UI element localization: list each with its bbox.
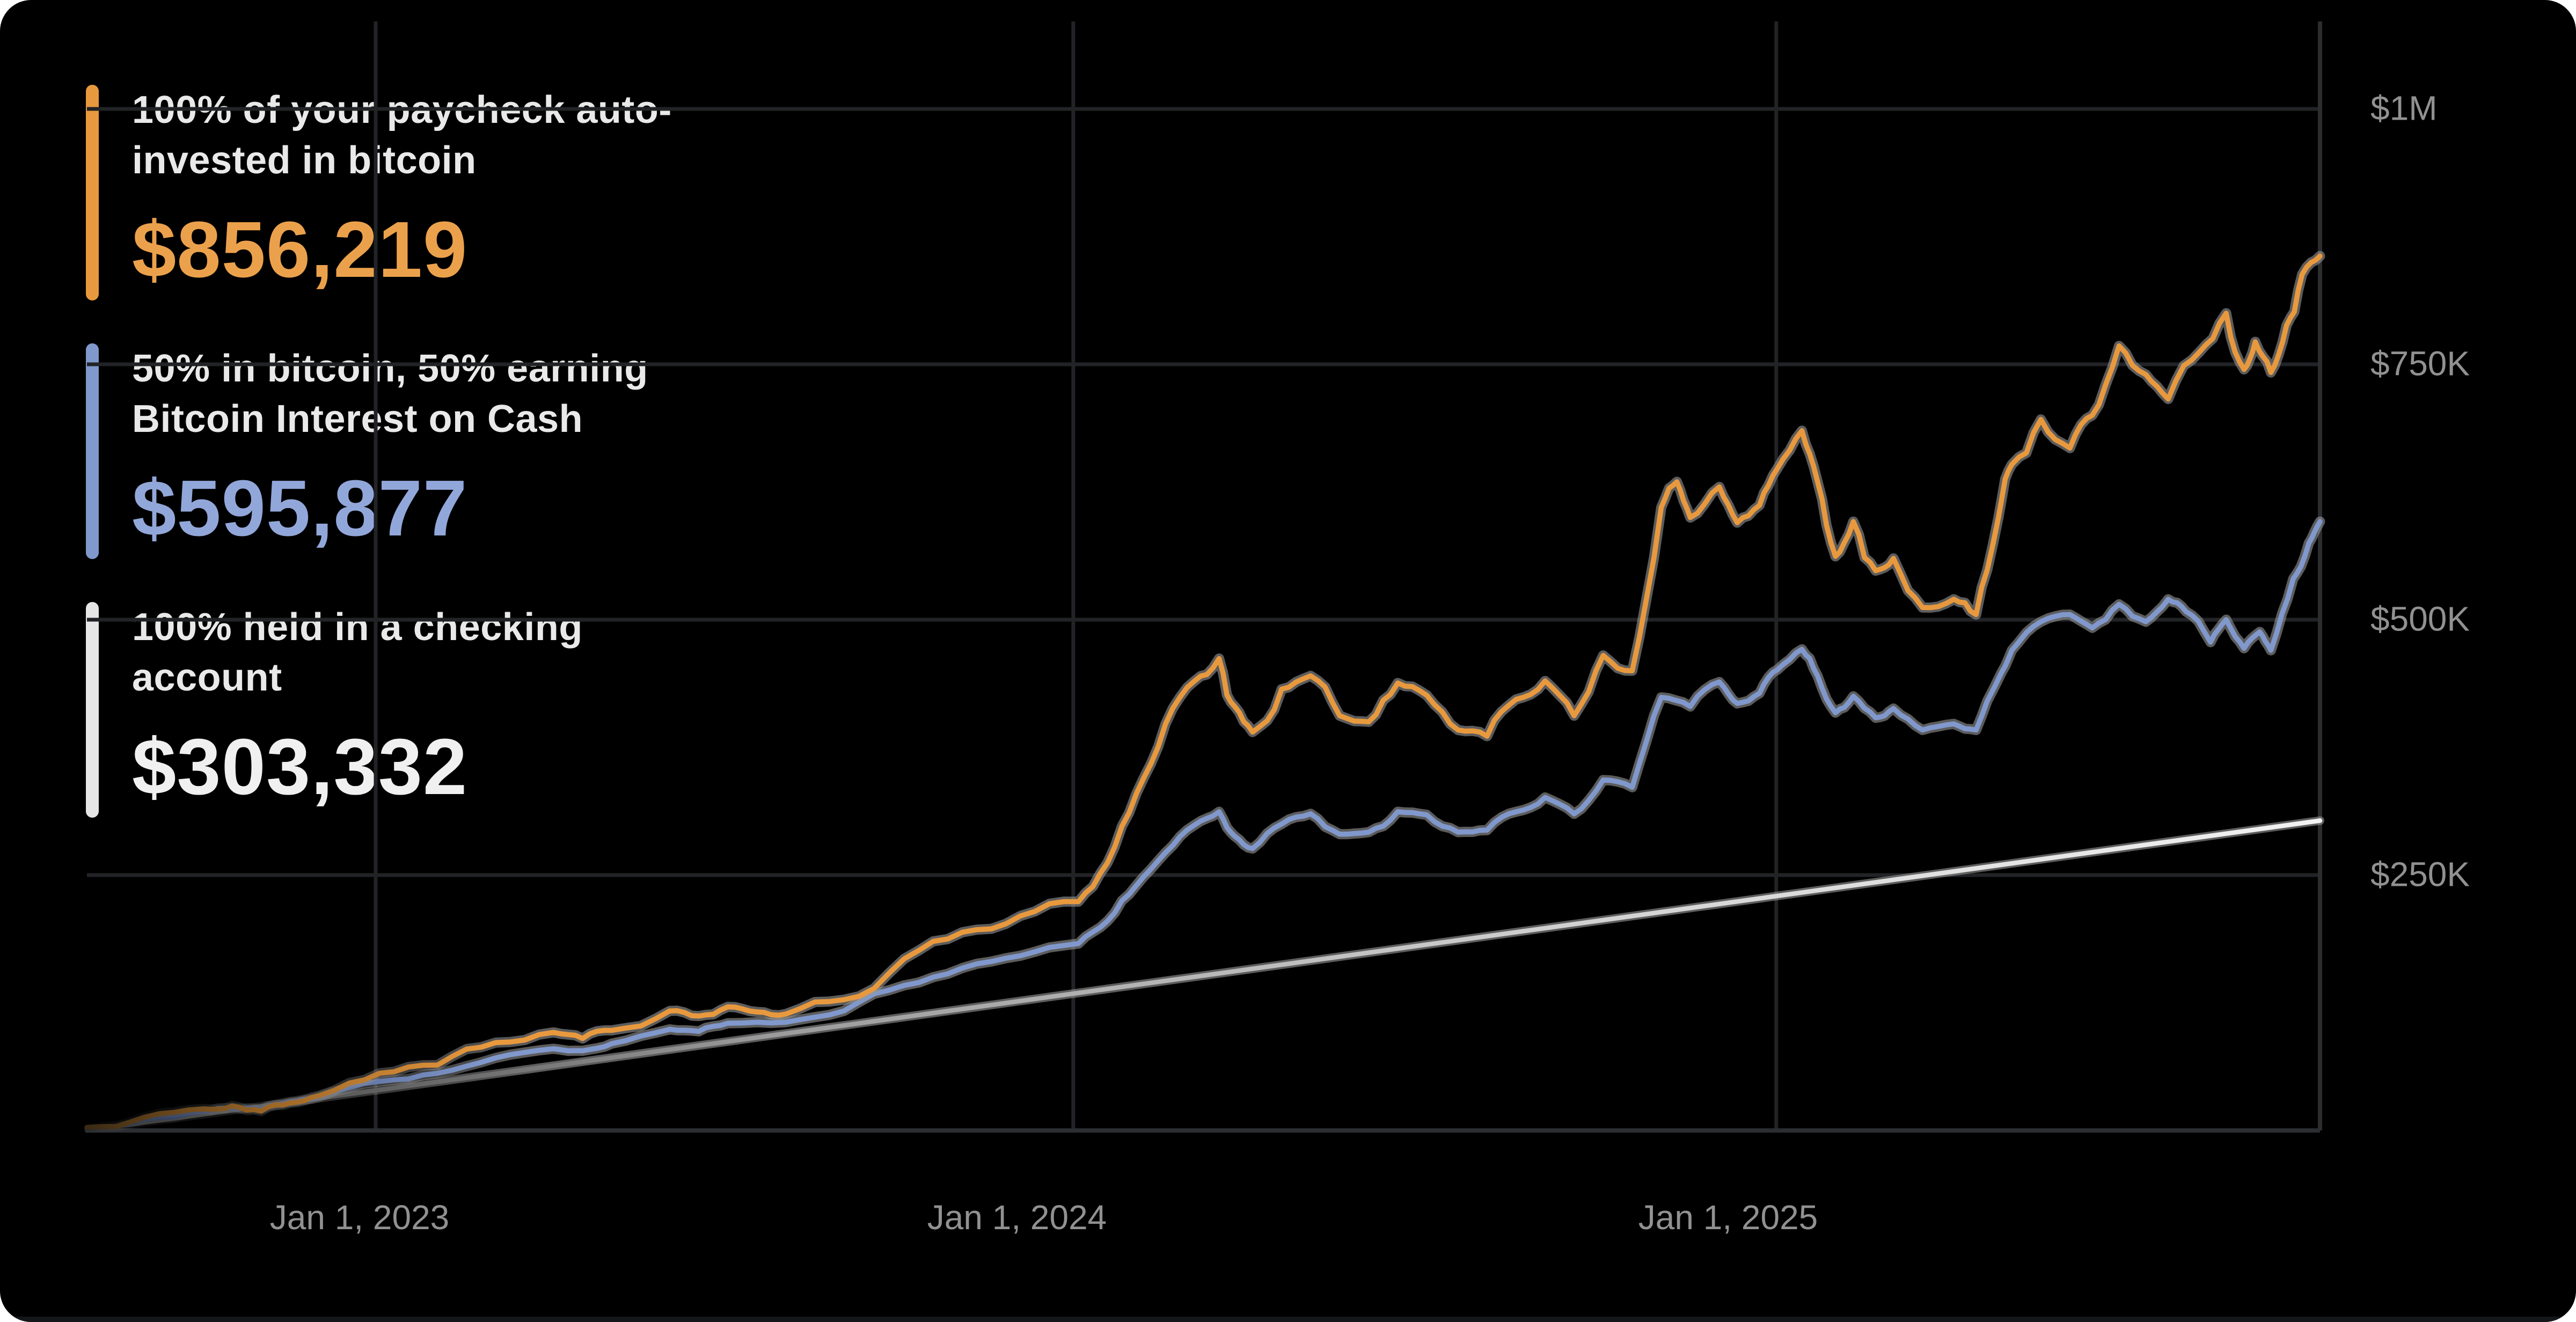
y-tick-label-1m: $1M [2370,89,2438,128]
legend-item-mixed: 50% in bitcoin, 50% earning Bitcoin Inter… [86,343,672,559]
legend-label-checking: 100% held in a checking account [132,602,583,703]
bottom-edge-strip [0,1317,2576,1322]
legend-label-line1: 100% of your paycheck auto- [132,89,672,131]
legend-amount-mixed: $595,877 [132,464,468,553]
x-tick-label-2024: Jan 1, 2024 [927,1198,1107,1237]
legend-label-mixed: 50% in bitcoin, 50% earning Bitcoin Inter… [132,343,648,444]
legend-label-line2: Bitcoin Interest on Cash [132,398,583,440]
legend-label-line1: 100% held in a checking [132,606,583,649]
legend-label-bitcoin: 100% of your paycheck auto-invested in b… [132,85,672,186]
legend-text-checking: 100% held in a checking account $303,332 [132,602,583,818]
legend-text-bitcoin: 100% of your paycheck auto-invested in b… [132,85,672,300]
legend: 100% of your paycheck auto-invested in b… [86,85,672,818]
y-tick-label-750k: $750K [2370,344,2470,383]
x-tick-label-2025: Jan 1, 2025 [1638,1198,1818,1237]
y-tick-label-500k: $500K [2370,599,2470,638]
legend-color-bar-checking [86,602,99,818]
y-tick-label-250k: $250K [2370,855,2470,894]
legend-item-bitcoin: 100% of your paycheck auto-invested in b… [86,85,672,300]
legend-color-bar-mixed [86,343,99,559]
legend-text-mixed: 50% in bitcoin, 50% earning Bitcoin Inter… [132,343,648,559]
legend-label-line2: account [132,656,282,699]
legend-color-bar-bitcoin [86,85,99,300]
legend-amount-bitcoin: $856,219 [132,205,468,294]
legend-item-checking: 100% held in a checking account $303,332 [86,602,672,818]
legend-label-line2: invested in bitcoin [132,139,477,182]
legend-amount-checking: $303,332 [132,723,468,811]
legend-label-line1: 50% in bitcoin, 50% earning [132,347,648,390]
x-tick-label-2023: Jan 1, 2023 [269,1198,450,1237]
